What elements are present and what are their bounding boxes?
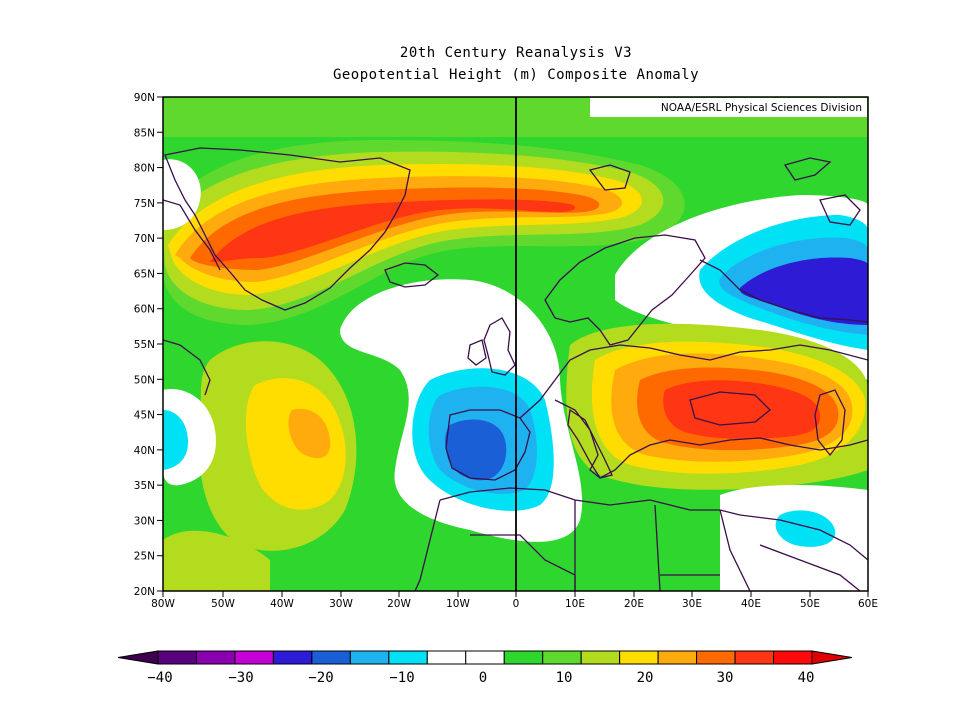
lon-tick-label: 30W [329, 598, 353, 610]
lat-tick-label: 30N [134, 515, 155, 527]
colorbar-label: 10 [556, 670, 573, 686]
colorbar-swatch [195, 650, 236, 665]
credit-text: NOAA/ESRL Physical Sciences Division [661, 102, 862, 114]
colorbar-swatch [580, 650, 621, 665]
lat-tick-label: 75N [134, 198, 155, 210]
lon-tick-label: 40W [270, 598, 294, 610]
lat-tick-label: 40N [134, 445, 155, 457]
lon-tick-label: 10W [446, 598, 470, 610]
credit-box [590, 98, 867, 117]
colorbar-swatch [272, 650, 313, 665]
colorbar-label: −10 [389, 670, 414, 686]
colorbar-swatch [311, 650, 351, 665]
lat-tick-label: 60N [134, 304, 155, 316]
colorbar-label: −40 [147, 670, 172, 686]
colorbar-label: 40 [798, 670, 815, 686]
colorbar-label: −20 [308, 670, 333, 686]
colorbar-swatch [426, 650, 467, 665]
colorbar-swatch [734, 650, 775, 665]
axis-ticks: 80W 50W 40W 30W 20W 10W 0 10E 20E 30E 40E 50E 60E 20N… [134, 92, 878, 610]
lon-tick-label: 50W [211, 598, 235, 610]
lon-tick-label: 50E [800, 598, 820, 610]
lat-tick-label: 80N [134, 163, 155, 175]
map-subtitle: Geopotential Height (m) Composite Anomal… [332, 67, 700, 83]
lat-tick-label: 85N [134, 127, 155, 139]
lat-tick-label: 35N [134, 480, 155, 492]
colorbar-label: 20 [637, 670, 654, 686]
lon-tick-label: 40E [741, 598, 761, 610]
map-title: 20th Century Reanalysis V3 [399, 45, 633, 61]
lat-tick-label: 90N [134, 92, 155, 104]
colorbar-label: 30 [717, 670, 734, 686]
lat-tick-label: 50N [134, 374, 155, 386]
lat-tick-label: 70N [134, 233, 155, 245]
lon-tick-label: 20E [624, 598, 644, 610]
lat-tick-label: 25N [134, 551, 155, 563]
lat-tick-label: 45N [134, 410, 155, 422]
colorbar-swatch [234, 650, 274, 665]
colorbar-label: 0 [479, 670, 487, 686]
lat-tick-label: 65N [134, 268, 155, 280]
colorbar: −40 −30 −20 −10 0 10 20 30 40 [117, 650, 853, 686]
lon-tick-label: 30E [682, 598, 702, 610]
colorbar-swatch [388, 650, 428, 665]
colorbar-swatch [773, 650, 813, 665]
colorbar-swatch [503, 650, 544, 665]
lon-tick-label: 20W [387, 598, 411, 610]
lon-tick-label: 0 [513, 598, 520, 610]
lat-tick-label: 55N [134, 339, 155, 351]
colorbar-label: −30 [228, 670, 253, 686]
colorbar-swatch [696, 650, 736, 665]
colorbar-swatch [349, 650, 390, 665]
colorbar-max-arrow [811, 650, 853, 665]
colorbar-swatch [157, 650, 197, 665]
lat-tick-label: 20N [134, 586, 155, 598]
colorbar-swatch [657, 650, 698, 665]
lon-tick-label: 60E [858, 598, 878, 610]
coastlines [163, 147, 868, 591]
lon-tick-label: 10E [565, 598, 585, 610]
colorbar-swatch [542, 650, 582, 665]
lon-tick-label: 80W [151, 598, 175, 610]
colorbar-swatch [619, 650, 659, 665]
colorbar-min-arrow [117, 650, 159, 665]
colorbar-swatch [465, 650, 505, 665]
